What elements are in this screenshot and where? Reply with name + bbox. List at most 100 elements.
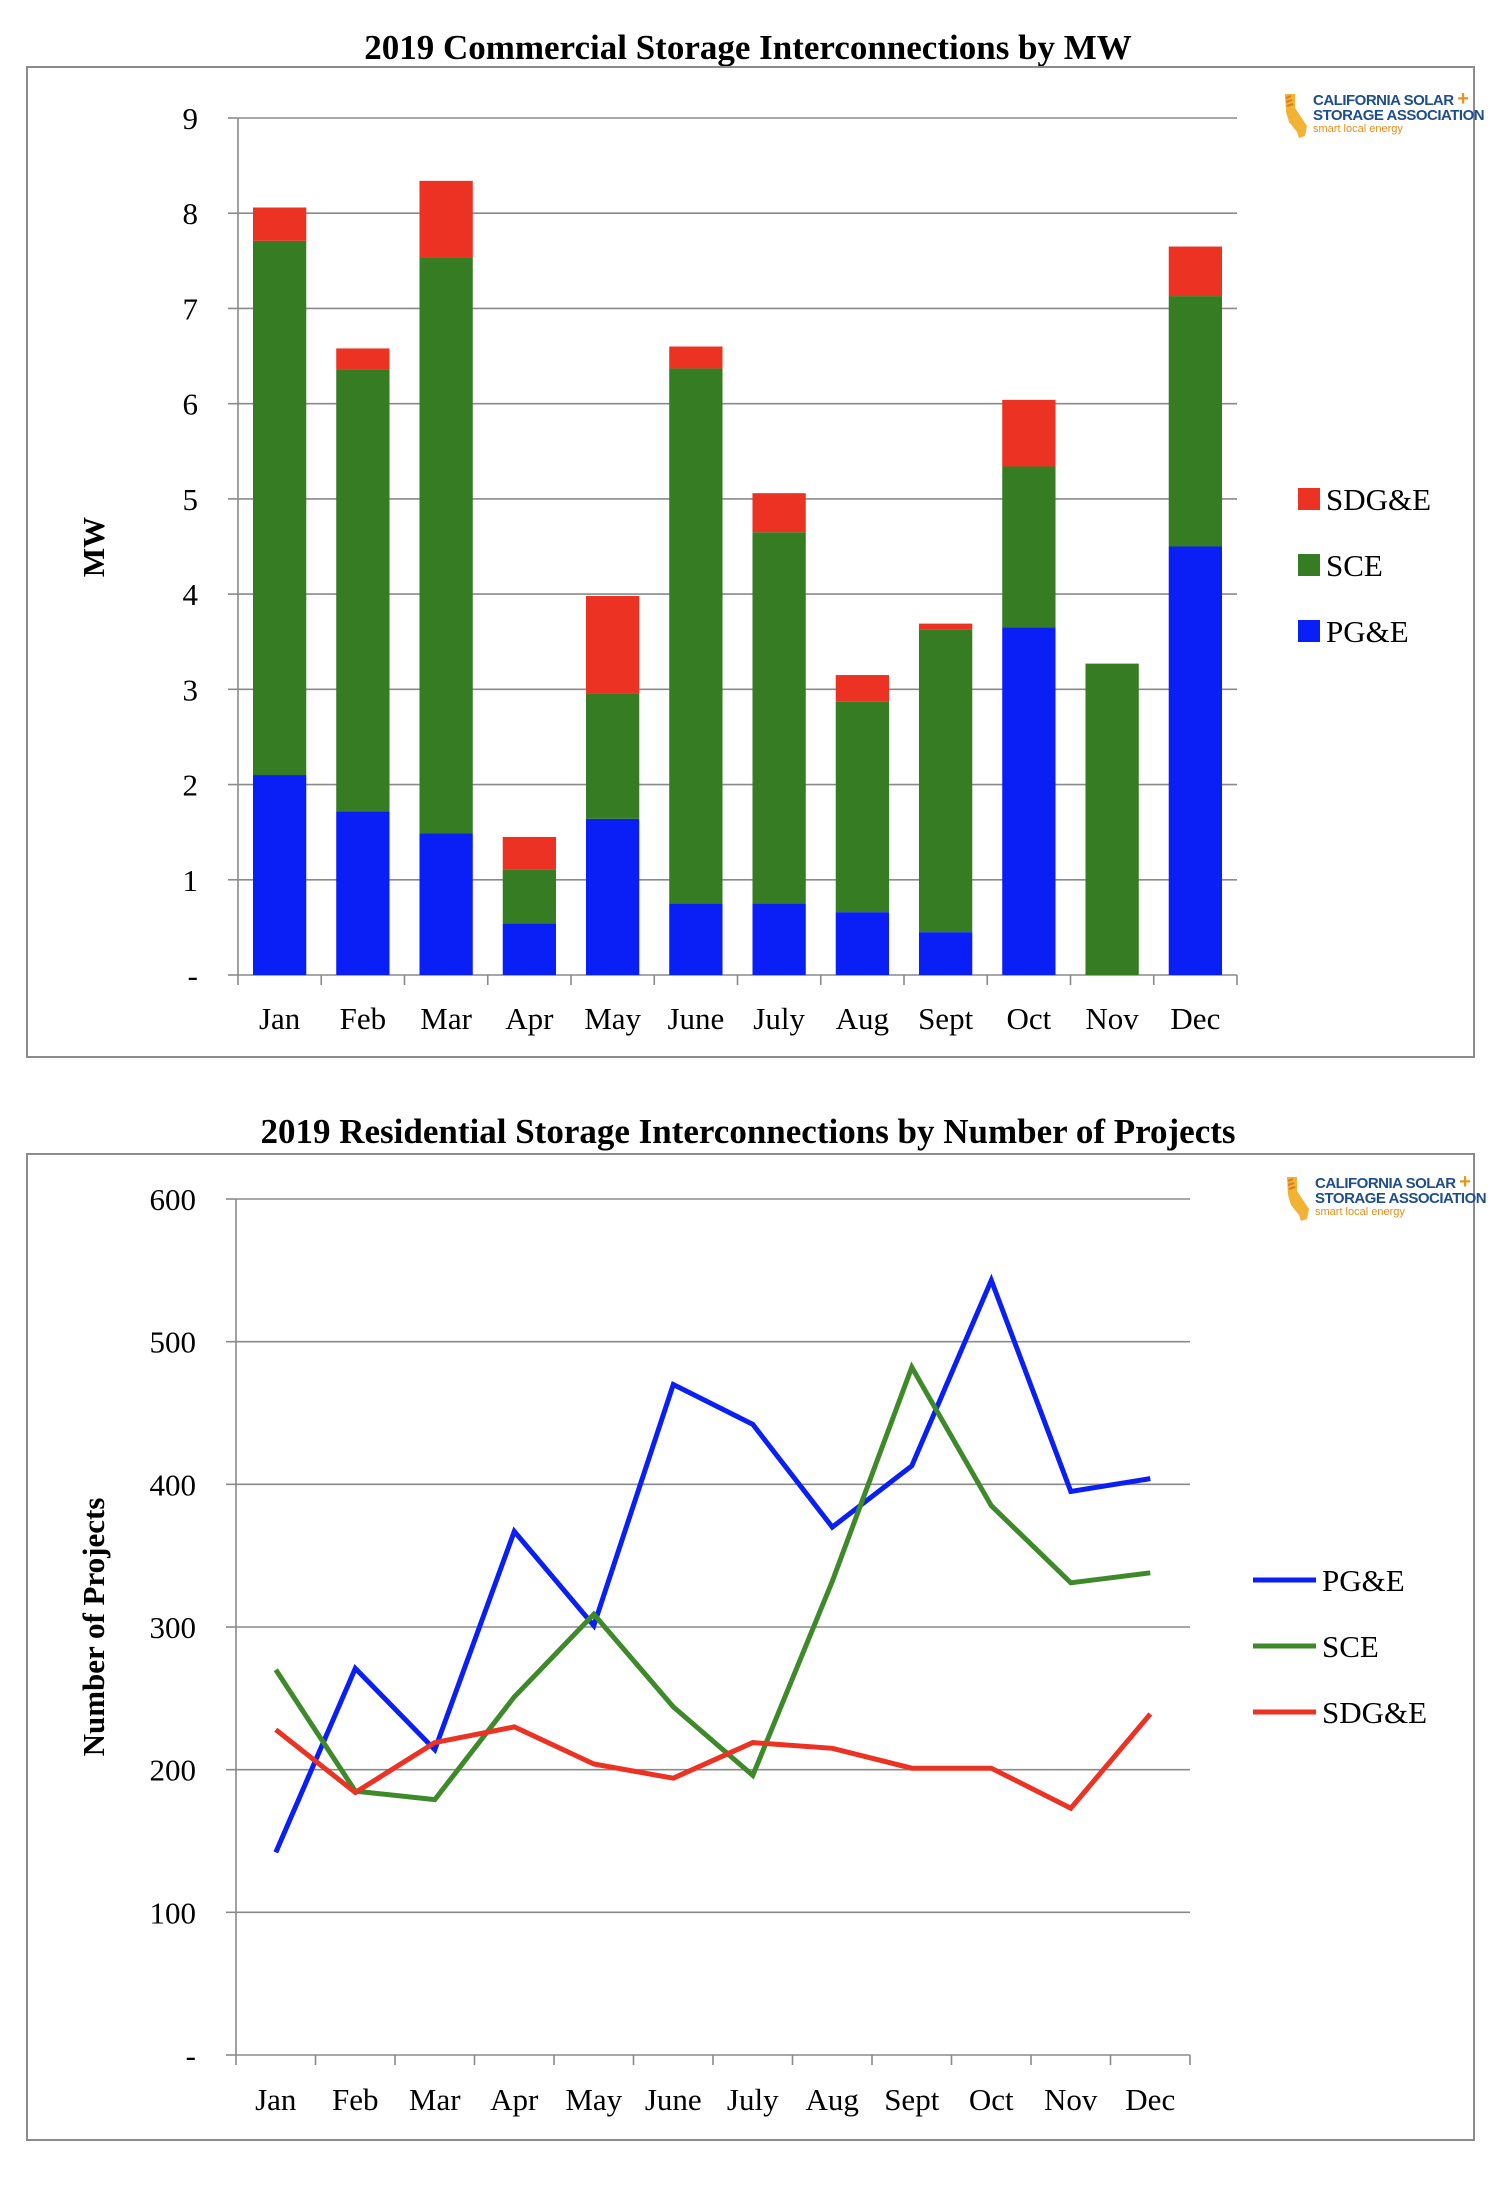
- residential-chart-frame: [26, 1153, 1475, 2141]
- commercial-bar-segment: [669, 368, 723, 904]
- logo-line2: STORAGE ASSOCIATION: [1315, 1190, 1487, 1207]
- residential-y-axis-label: Number of Projects: [76, 1498, 111, 1757]
- commercial-x-tick-label: Feb: [340, 1001, 387, 1036]
- commercial-bar-segment: [585, 693, 640, 819]
- residential-x-tick-label: Jan: [255, 2082, 297, 2117]
- commercial-y-tick-label: 9: [183, 101, 199, 136]
- commercial-bar-segment: [502, 923, 557, 975]
- commercial-bar-segment: [752, 493, 806, 533]
- commercial-chart-title: 2019 Commercial Storage Interconnections…: [364, 28, 1132, 67]
- commercial-x-tick-label: Nov: [1085, 1001, 1139, 1036]
- commercial-chart-frame: [26, 66, 1475, 1058]
- residential-x-tick-label: Mar: [409, 2082, 461, 2117]
- residential-series-line: [274, 1712, 1153, 1812]
- commercial-bar-segment: [835, 675, 890, 702]
- residential-y-tick-label: 500: [150, 1325, 197, 1360]
- commercial-x-tick-label: Dec: [1170, 1001, 1220, 1036]
- residential-y-tick-label: 300: [150, 1610, 197, 1645]
- residential-y-tick-label: -: [186, 2038, 196, 2073]
- commercial-y-tick-label: 4: [183, 577, 199, 612]
- commercial-bar-segment: [252, 775, 307, 975]
- commercial-bar-segment: [752, 903, 806, 975]
- commercial-y-tick-label: 2: [183, 768, 199, 803]
- residential-x-tick-label: June: [645, 2082, 702, 2117]
- commercial-x-tick-label: Mar: [420, 1001, 472, 1036]
- residential-x-tick-label: Nov: [1044, 2082, 1098, 2117]
- commercial-y-tick-label: 5: [183, 482, 199, 517]
- residential-y-tick-label: 600: [150, 1182, 197, 1217]
- residential-x-tick-label: July: [727, 2082, 779, 2117]
- commercial-bar-segment: [252, 240, 307, 776]
- csa-logo-top: CALIFORNIA SOLAR + STORAGE ASSOCIATION s…: [1283, 89, 1485, 140]
- commercial-bar-segment: [336, 369, 390, 812]
- commercial-bar-segment: [502, 869, 557, 924]
- residential-legend-label: PG&E: [1322, 1563, 1405, 1598]
- commercial-bar-segment: [1002, 627, 1056, 975]
- commercial-legend-label: PG&E: [1326, 614, 1409, 649]
- logo-plus: +: [1459, 1171, 1471, 1193]
- commercial-bar-segment: [752, 532, 806, 904]
- residential-y-tick-label: 200: [150, 1753, 197, 1788]
- residential-x-tick-label: Aug: [806, 2082, 859, 2117]
- commercial-y-tick-label: -: [188, 958, 198, 993]
- residential-series-line: [273, 1273, 1151, 1854]
- commercial-x-tick-label: July: [753, 1001, 805, 1036]
- commercial-legend-label: SDG&E: [1326, 482, 1431, 517]
- logo-plus: +: [1457, 88, 1469, 110]
- commercial-bar-segment: [1168, 296, 1223, 547]
- commercial-y-tick-label: 6: [183, 387, 199, 422]
- csa-logo-bottom: CALIFORNIA SOLAR + STORAGE ASSOCIATION s…: [1285, 1172, 1487, 1223]
- residential-x-tick-label: May: [565, 2082, 622, 2117]
- california-map-icon: [1285, 1175, 1311, 1223]
- residential-chart-title: 2019 Residential Storage Interconnection…: [260, 1112, 1236, 1151]
- commercial-bar-segment: [1168, 546, 1223, 975]
- commercial-y-axis-label: MW: [76, 517, 111, 577]
- commercial-y-tick-label: 8: [183, 196, 199, 231]
- logo-line2: STORAGE ASSOCIATION: [1313, 107, 1485, 124]
- residential-x-tick-label: Apr: [490, 2082, 539, 2117]
- commercial-legend-swatch: [1298, 620, 1320, 642]
- commercial-x-tick-label: Aug: [836, 1001, 889, 1036]
- residential-y-tick-label: 100: [150, 1895, 197, 1930]
- commercial-bar-segment: [585, 596, 640, 694]
- commercial-x-tick-label: May: [584, 1001, 641, 1036]
- logo-tagline: smart local energy: [1313, 123, 1403, 135]
- residential-x-tick-label: Oct: [969, 2082, 1014, 2117]
- commercial-legend-swatch: [1298, 554, 1320, 576]
- logo-tagline: smart local energy: [1315, 1206, 1405, 1218]
- commercial-legend-label: SCE: [1326, 548, 1383, 583]
- commercial-bar-segment: [918, 932, 973, 975]
- residential-y-tick-label: 400: [150, 1467, 197, 1502]
- commercial-bar-segment: [502, 836, 557, 870]
- commercial-bar-segment: [585, 818, 640, 975]
- commercial-bar-segment: [336, 348, 390, 370]
- commercial-bar-segment: [252, 207, 307, 241]
- commercial-bar-segment: [669, 903, 723, 975]
- residential-x-tick-label: Dec: [1125, 2082, 1175, 2117]
- residential-legend-label: SDG&E: [1322, 1695, 1427, 1730]
- residential-legend-label: SCE: [1322, 1629, 1379, 1664]
- commercial-x-tick-label: Sept: [918, 1001, 974, 1036]
- commercial-x-tick-label: Jan: [259, 1001, 301, 1036]
- commercial-bar-segment: [835, 701, 890, 913]
- commercial-bar-segment: [835, 912, 890, 975]
- commercial-x-tick-label: Oct: [1006, 1001, 1051, 1036]
- commercial-bar-segment: [419, 180, 473, 258]
- commercial-y-tick-label: 7: [183, 291, 199, 326]
- commercial-bar-segment: [1002, 466, 1056, 628]
- commercial-y-tick-label: 3: [183, 672, 199, 707]
- commercial-bar-segment: [1168, 246, 1223, 297]
- commercial-bar-segment: [1002, 399, 1056, 467]
- california-map-icon: [1283, 92, 1309, 140]
- residential-x-tick-label: Sept: [884, 2082, 940, 2117]
- commercial-bar-segment: [419, 257, 473, 834]
- commercial-y-tick-label: 1: [183, 863, 199, 898]
- commercial-legend-swatch: [1298, 488, 1320, 510]
- commercial-x-tick-label: Apr: [505, 1001, 554, 1036]
- logo-line1: CALIFORNIA SOLAR: [1315, 1175, 1456, 1192]
- commercial-bar-segment: [336, 811, 390, 975]
- residential-series-line: [273, 1361, 1151, 1803]
- commercial-bar-segment: [669, 346, 723, 369]
- commercial-bar-segment: [918, 623, 973, 630]
